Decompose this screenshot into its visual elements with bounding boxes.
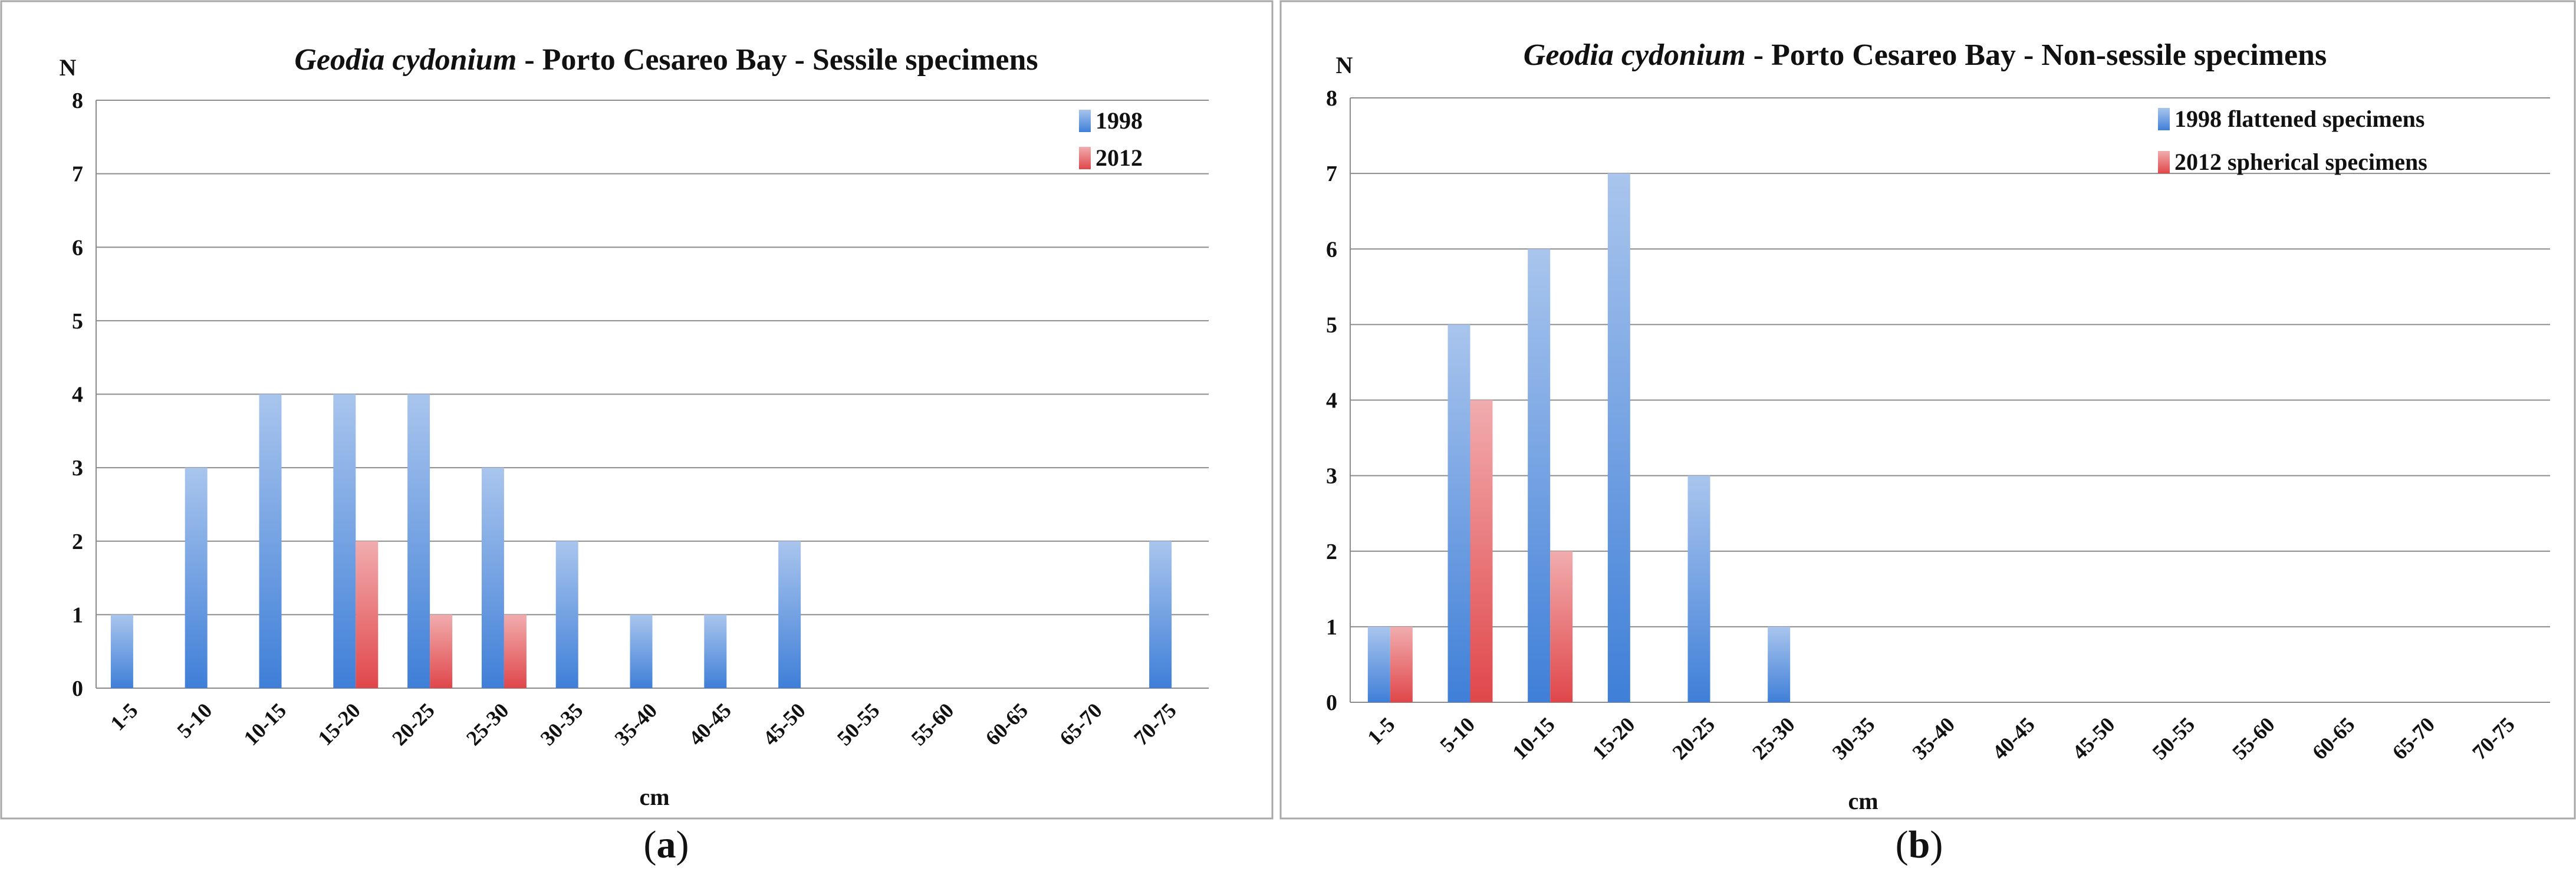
bar-1998-15-20 (333, 394, 356, 688)
bar-1998-25-30 (1768, 626, 1791, 702)
x-axis-label: cm (1848, 788, 1878, 814)
y-tick-label: 2 (1326, 540, 1337, 564)
chart-frame (1279, 0, 2576, 820)
caption-a-letter: a (656, 823, 676, 866)
bar-2012-15-20 (356, 541, 379, 688)
bar-2012-25-30 (504, 614, 527, 688)
y-tick-label: 4 (1326, 389, 1337, 413)
bar-1998-40-45 (704, 614, 727, 688)
chart-title: Geodia cydonium - Porto Cesareo Bay - No… (1524, 38, 2327, 72)
y-tick-label: 5 (72, 309, 83, 334)
x-axis-label: cm (639, 784, 669, 810)
y-tick-label: 4 (72, 383, 83, 407)
caption-b: (b) (1895, 823, 1943, 866)
y-tick-label: 1 (72, 603, 83, 627)
chart-title-rest: - Porto Cesareo Bay - Non-sessile specim… (1746, 38, 2327, 72)
legend-label: 1998 (1095, 107, 1143, 134)
y-axis-label: N (60, 54, 77, 81)
bar-1998-1-5 (110, 614, 133, 688)
y-tick-label: 6 (1326, 237, 1337, 262)
bar-2012-10-15 (1550, 551, 1573, 702)
caption-a: (a) (643, 823, 689, 866)
legend-label: 2012 (1095, 144, 1143, 171)
chart-title-rest: - Porto Cesareo Bay - Sessile specimens (516, 43, 1038, 77)
y-tick-label: 3 (72, 456, 83, 481)
legend-swatch (2158, 108, 2170, 130)
bar-1998-15-20 (1607, 173, 1630, 702)
y-tick-label: 0 (1326, 691, 1337, 715)
bar-1998-20-25 (407, 394, 430, 688)
y-tick-label: 1 (1326, 615, 1337, 640)
bar-1998-20-25 (1687, 475, 1710, 702)
y-tick-label: 8 (1326, 86, 1337, 111)
bar-1998-25-30 (481, 468, 504, 688)
bar-1998-70-75 (1149, 541, 1172, 688)
legend-swatch (1079, 110, 1091, 132)
chart-title-italic: Geodia cydonium (1524, 38, 1746, 72)
y-tick-label: 6 (72, 235, 83, 260)
legend-label: 2012 spherical specimens (2174, 149, 2427, 175)
caption-b-letter: b (1908, 823, 1930, 866)
y-tick-label: 0 (72, 676, 83, 701)
chart-title: Geodia cydonium - Porto Cesareo Bay - Se… (294, 43, 1038, 77)
y-tick-label: 3 (1326, 464, 1337, 489)
y-tick-label: 7 (1326, 162, 1337, 186)
y-tick-label: 7 (72, 162, 83, 187)
legend-label: 1998 flattened specimens (2174, 106, 2424, 132)
y-tick-label: 2 (72, 530, 83, 554)
bar-2012-20-25 (430, 614, 453, 688)
bar-2012-5-10 (1470, 400, 1493, 702)
bar-1998-30-35 (555, 541, 578, 688)
legend-swatch (2158, 151, 2170, 173)
bar-2012-1-5 (1390, 626, 1413, 702)
y-tick-label: 5 (1326, 313, 1337, 337)
bar-1998-45-50 (778, 541, 801, 688)
y-axis-label: N (1336, 52, 1353, 78)
y-tick-label: 8 (72, 88, 83, 113)
chart-title-italic: Geodia cydonium (294, 43, 516, 77)
bar-1998-10-15 (1528, 249, 1551, 702)
bar-1998-5-10 (185, 468, 208, 688)
bar-1998-10-15 (259, 394, 282, 688)
bar-1998-5-10 (1447, 324, 1470, 702)
bar-1998-1-5 (1367, 626, 1390, 702)
legend-swatch (1079, 147, 1091, 169)
bar-1998-35-40 (630, 614, 653, 688)
